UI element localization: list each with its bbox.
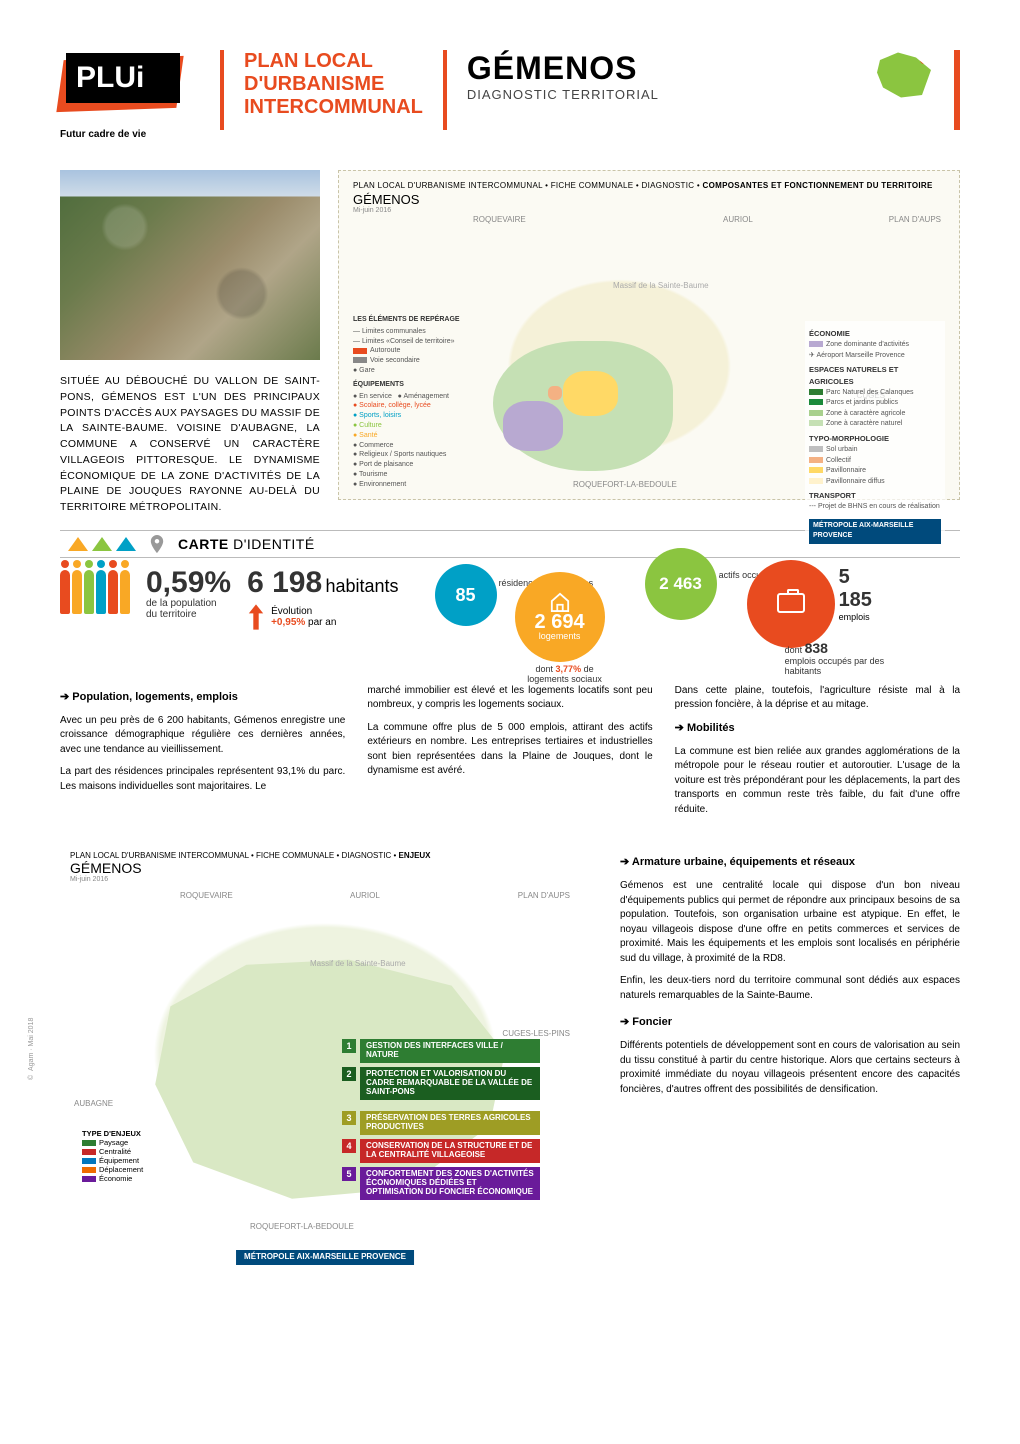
section-title-armature: Armature urbaine, équipements et réseaux [620,855,960,871]
stat-emplois-label: 5 185 emplois [839,566,872,622]
body-text: La commune est bien reliée aux grandes a… [675,745,960,818]
enjeu-box: 2PROTECTION ET VALORISATION DU CADRE REM… [360,1067,540,1099]
zone-activites [503,401,563,451]
enjeux-map: PLAN LOCAL D'URBANISME INTERCOMMUNAL • F… [60,843,590,1273]
map-breadcrumb: PLAN LOCAL D'URBANISME INTERCOMMUNAL • F… [353,181,945,190]
doc-title-line3: INTERCOMMUNAL [244,96,423,119]
enjeu-box: 3PRÉSERVATION DES TERRES AGRICOLES PRODU… [360,1111,540,1135]
pin-icon [150,535,164,553]
section-title-population: Population, logements, emplois [60,690,345,706]
map-city: GÉMENOS [70,860,580,876]
body-text: La part des résidences principales repré… [60,765,345,794]
habitants-num: 6 198 [247,566,322,599]
suitcase-icon [777,593,805,613]
map-label: ROQUEFORT-LA-BEDOULE [573,480,677,489]
zone-pavillonnaire [563,371,618,416]
stat-side: dont 838 emplois occupés par des habitan… [785,640,905,676]
section-title-mobilites: Mobilités [675,721,960,737]
body-text: La commune offre plus de 5 000 emplois, … [367,721,652,779]
triangle-icon [116,537,136,551]
plui-logo: PLUi Futur cadre de vie [60,50,200,140]
pop-percent-sub: du territoire [146,609,231,620]
map-label: CUGES-LES-PINS [502,1029,570,1038]
up-arrow-icon [247,604,265,630]
enjeu-box: 5CONFORTEMENT DES ZONES D'ACTIVITÉS ÉCON… [360,1167,540,1199]
map-label: ROQUEVAIRE [473,215,526,224]
divider [443,50,447,130]
aerial-photo [60,170,320,360]
house-icon [549,592,571,612]
stat-side: dont 3,77% de logements sociaux [515,664,615,684]
map-date: Mi-juin 2016 [353,207,945,214]
map-label: PLAN D'AUPS [889,215,941,224]
side-credit: © Agam · Mai 2018 [28,1018,35,1080]
stats-row: 0,59% de la population du territoire 6 1… [60,564,960,664]
map-legend-left: LES ÉLÉMENTS DE REPÉRAGE — Limites commu… [353,311,483,490]
section-title-foncier: Foncier [620,1015,960,1031]
body-text: Gémenos est une centralité locale qui di… [620,879,960,966]
triangle-icon [92,537,112,551]
people-icon [60,564,130,614]
pop-percent: 0,59% [146,568,231,598]
map-footer-brand: MÉTROPOLE AIX-MARSEILLE PROVENCE [236,1250,414,1265]
body-text: Enfin, les deux-tiers nord du territoire… [620,974,960,1003]
stat-circle-logements: 2 694 logements [515,572,605,662]
body-text: Avec un peu près de 6 200 habitants, Gém… [60,714,345,758]
map-label: AURIOL [723,215,753,224]
map-city: GÉMENOS [353,192,945,207]
stat-circle-actifs: 2 463 [645,548,717,620]
divider [220,50,224,130]
divider [954,50,960,130]
commune-shape-icon [874,50,934,100]
pop-percent-sub: de la population [146,598,231,609]
stat-circle-residences: 85 [435,564,497,626]
doc-title-line1: PLAN LOCAL [244,50,423,73]
body-text: Dans cette plaine, toutefois, l'agricult… [675,684,960,713]
map-legend-right: ÉCONOMIE Zone dominante d'activités ✈ Aé… [805,321,945,548]
territory-map: PLAN LOCAL D'URBANISME INTERCOMMUNAL • F… [338,170,960,500]
enjeu-box: 4CONSERVATION DE LA STRUCTURE ET DE LA C… [360,1139,540,1163]
map-label: AUBAGNE [74,1099,113,1108]
map-label: ROQUEFORT-LA-BEDOULE [250,1222,354,1231]
habitants-label: habitants [326,576,399,596]
map-label: ROQUEVAIRE [180,891,233,900]
evolution: Évolution +0,95% par an [271,606,336,628]
map-date: Mi-juin 2016 [70,876,580,883]
map-label: AURIOL [350,891,380,900]
zone-collectif [548,386,562,400]
intro-text: SITUÉE AU DÉBOUCHÉ DU VALLON DE SAINT-PO… [60,374,320,516]
stat-circle-emplois [747,560,835,648]
identity-title: CARTE D'IDENTITÉ [178,536,315,552]
body-text: marché immobilier est élevé et les logem… [367,684,652,713]
map-label: Massif de la Sainte-Baume [613,281,709,290]
body-text: Différents potentiels de développement s… [620,1039,960,1097]
enjeux-legend: TYPE D'ENJEUX Paysage Centralité Équipem… [82,1129,143,1183]
page-header: PLUi Futur cadre de vie PLAN LOCAL D'URB… [60,50,960,140]
enjeu-box: 1GESTION DES INTERFACES VILLE / NATURE [360,1039,540,1063]
map-label: Massif de la Sainte-Baume [310,959,406,968]
doc-title-line2: D'URBANISME [244,73,423,96]
city-name: GÉMENOS [467,50,659,87]
map-breadcrumb: PLAN LOCAL D'URBANISME INTERCOMMUNAL • F… [70,851,580,860]
map-label: PLAN D'AUPS [518,891,570,900]
doc-subtitle: DIAGNOSTIC TERRITORIAL [467,87,659,102]
triangle-icon [68,537,88,551]
